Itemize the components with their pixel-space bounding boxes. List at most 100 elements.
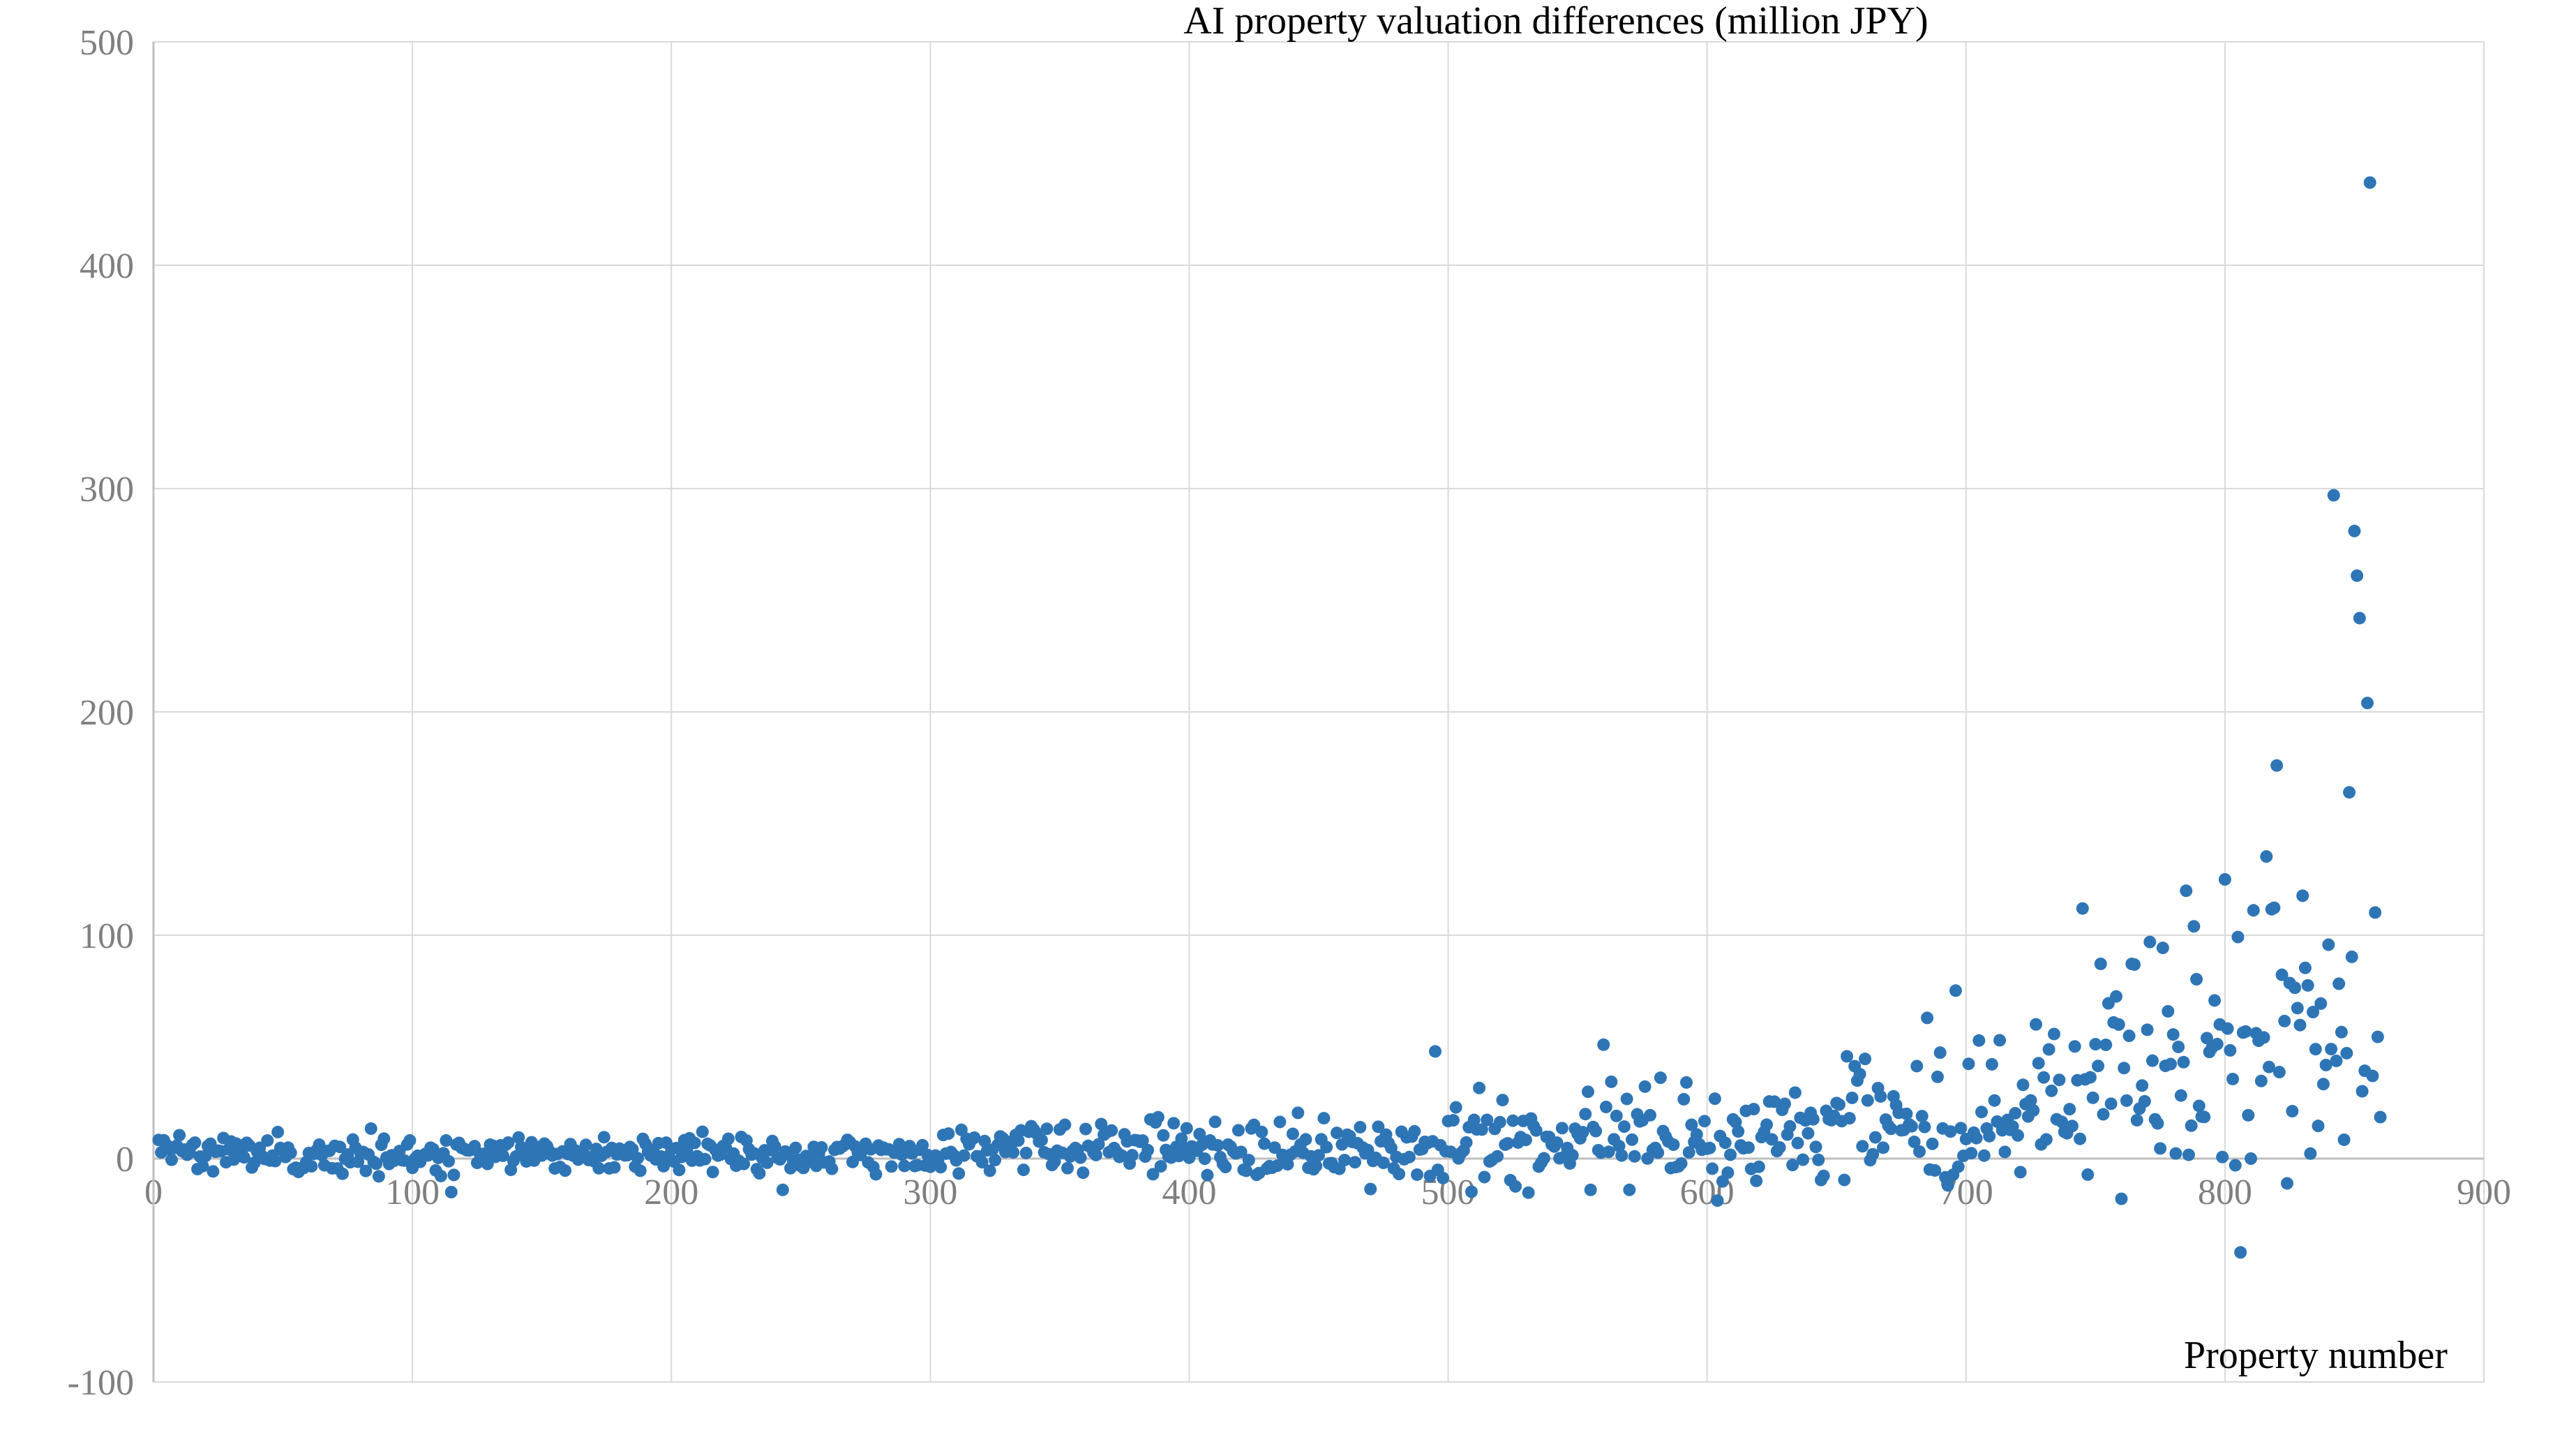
data-point (1582, 1085, 1594, 1098)
data-point (2027, 1104, 2039, 1117)
data-point (2016, 1078, 2029, 1091)
data-point (1364, 1183, 1377, 1196)
data-point (1494, 1116, 1506, 1129)
data-point (2097, 1108, 2109, 1121)
data-point (2154, 1142, 2166, 1154)
data-point (1354, 1121, 1366, 1133)
data-point (1232, 1124, 1245, 1136)
data-point (1077, 1166, 1089, 1179)
y-tick-label: 500 (80, 23, 134, 63)
data-point (2193, 1099, 2206, 1112)
data-point (2299, 962, 2312, 974)
data-point (1579, 1108, 1592, 1120)
data-point (1193, 1128, 1206, 1140)
data-point (1926, 1138, 1939, 1150)
data-point (305, 1160, 317, 1173)
data-point (1623, 1184, 1635, 1196)
data-point (2167, 1028, 2180, 1041)
x-tick-label: 300 (903, 1173, 957, 1212)
data-point (1605, 1076, 1617, 1088)
data-point (1621, 1092, 1633, 1105)
data-point (285, 1147, 297, 1159)
data-point (2030, 1018, 2042, 1031)
data-point (1905, 1120, 1918, 1133)
data-point (1921, 1011, 1933, 1024)
data-point (1273, 1115, 1286, 1128)
data-point (1929, 1164, 1941, 1177)
data-point (1255, 1126, 1268, 1138)
data-point (1201, 1169, 1213, 1182)
data-point (1411, 1168, 1423, 1181)
data-point (952, 1167, 965, 1180)
data-point (2361, 697, 2374, 709)
data-point (1243, 1154, 1255, 1166)
data-point (1199, 1152, 1211, 1165)
data-point (1779, 1098, 1791, 1110)
data-point (598, 1131, 611, 1143)
data-point (1491, 1150, 1504, 1163)
y-tick-label: 400 (80, 246, 134, 286)
data-point (1478, 1170, 1491, 1183)
data-point (2045, 1085, 2058, 1097)
data-point (1983, 1130, 1995, 1143)
data-point (1155, 1160, 1167, 1173)
data-point (1792, 1137, 1804, 1150)
data-point (1918, 1121, 1931, 1133)
data-point (1618, 1120, 1631, 1133)
data-point (173, 1129, 186, 1141)
data-point (1838, 1174, 1850, 1187)
data-point (2157, 942, 2169, 954)
data-point (2143, 936, 2156, 949)
data-point (1877, 1141, 1889, 1154)
data-point (1209, 1115, 1222, 1128)
data-point (2040, 1133, 2053, 1146)
data-point (1447, 1114, 1460, 1127)
data-point (2304, 1147, 2316, 1160)
data-point (2242, 1109, 2254, 1122)
data-point (2245, 1152, 2257, 1165)
data-point (1437, 1172, 1449, 1184)
data-point (1017, 1163, 1030, 1176)
data-point (1597, 1039, 1610, 1051)
data-point (2268, 902, 2280, 914)
data-point (2216, 1151, 2229, 1163)
data-point (1496, 1094, 1508, 1106)
data-point (1742, 1141, 1755, 1154)
data-point (445, 1186, 458, 1198)
data-point (2278, 1015, 2291, 1027)
y-tick-label: -100 (68, 1363, 134, 1403)
data-point (2151, 1117, 2164, 1130)
data-point (2374, 1111, 2387, 1124)
data-point (1859, 1053, 1871, 1065)
x-tick-label: 900 (2457, 1173, 2511, 1212)
data-point (1219, 1161, 1231, 1173)
data-point (1287, 1128, 1299, 1140)
data-point (1874, 1090, 1887, 1103)
data-point (1465, 1185, 1478, 1198)
y-tick-label: 200 (80, 693, 134, 733)
data-point (696, 1126, 709, 1138)
data-point (2037, 1071, 2050, 1084)
data-point (1157, 1129, 1169, 1142)
data-point (435, 1170, 447, 1182)
data-point (1949, 984, 1962, 997)
data-point (2222, 1023, 2234, 1035)
data-point (2291, 1002, 2304, 1014)
data-point (2141, 1023, 2154, 1036)
data-point (673, 1163, 685, 1176)
data-point (1429, 1045, 1441, 1057)
data-point (634, 1164, 647, 1177)
data-point (207, 1165, 219, 1177)
x-tick-label: 200 (644, 1173, 698, 1212)
data-point (1900, 1108, 1912, 1120)
data-point (365, 1122, 377, 1135)
data-point (2234, 1246, 2247, 1258)
data-point (2335, 1026, 2348, 1039)
data-point (2302, 979, 2314, 992)
data-point (1338, 1154, 1351, 1166)
data-point (1970, 1132, 1983, 1145)
data-point (1866, 1148, 1879, 1161)
data-point (1750, 1175, 1762, 1187)
data-point (2110, 990, 2122, 1003)
data-point (1712, 1194, 1724, 1207)
